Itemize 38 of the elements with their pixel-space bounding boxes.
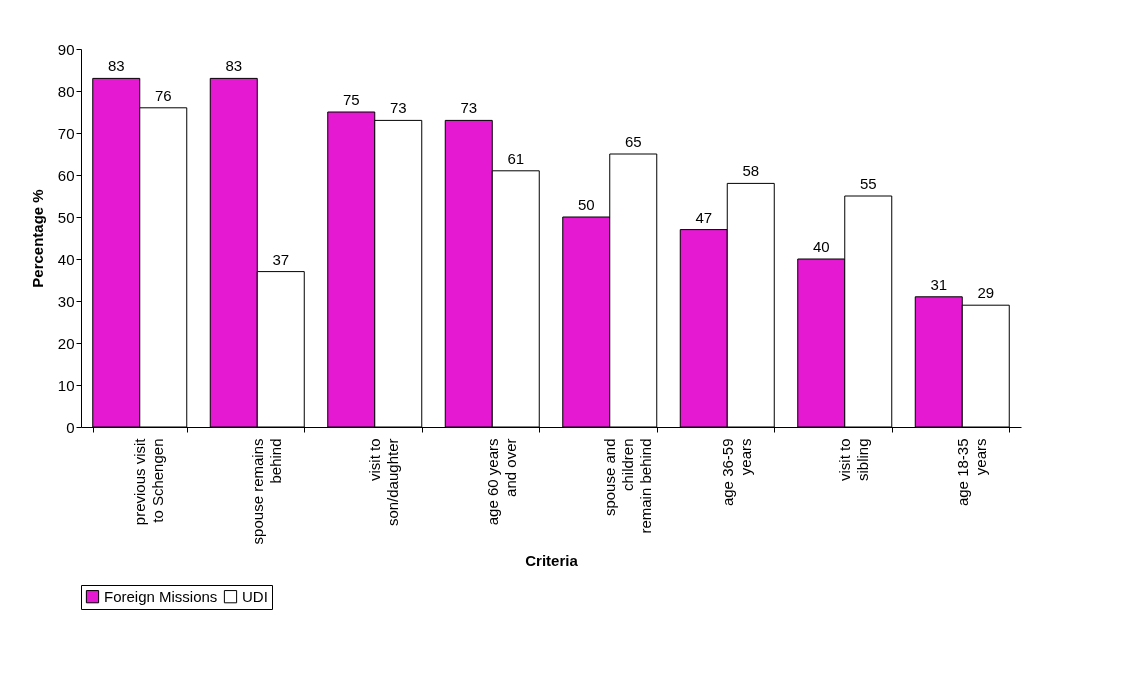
y-tick-label: 50 [57,208,75,226]
data-label: 83 [107,57,125,75]
data-label: 50 [577,196,595,213]
data-label: 37 [272,250,290,268]
x-tick-label: age 18-35 years [953,438,989,507]
y-tick-label: 80 [57,82,75,100]
legend-label: Foreign Missions [104,587,218,605]
data-label: 58 [742,162,760,180]
y-tick-label: 0 [66,418,75,436]
x-tick-label: age 60 years and over [483,438,519,526]
data-label: 76 [154,86,172,104]
y-tick-label: 70 [57,124,75,142]
x-tick-label: visit to son/daughter [366,438,402,527]
x-axis-title: Criteria [525,552,579,570]
data-label: 40 [812,238,830,255]
x-tick-label: age 36-59 years [718,438,754,507]
y-tick-label: 10 [57,376,75,394]
x-tick-label: spouse and children remain behind [601,438,655,534]
x-tick-label: visit to sibling [836,438,872,482]
data-label: 47 [695,208,713,226]
data-label: 73 [389,99,407,117]
data-label: 75 [342,91,360,108]
y-tick-label: 20 [57,334,75,352]
y-axis-title: Percentage % [28,189,46,288]
data-label: 31 [930,275,948,293]
data-label: 61 [507,149,525,167]
y-tick-label: 90 [57,40,75,58]
y-tick-label: 30 [57,292,75,310]
data-label: 55 [859,175,877,192]
data-label: 73 [460,99,478,117]
y-tick-label: 60 [57,166,75,184]
x-tick-label: previous visit to Schengen [131,437,167,526]
x-tick-label: spouse remains behind [248,438,284,545]
data-label: 83 [225,57,243,75]
data-label: 29 [977,284,995,302]
data-label: 65 [624,133,642,150]
y-tick-label: 40 [57,250,75,268]
legend-label: UDI [242,587,268,605]
